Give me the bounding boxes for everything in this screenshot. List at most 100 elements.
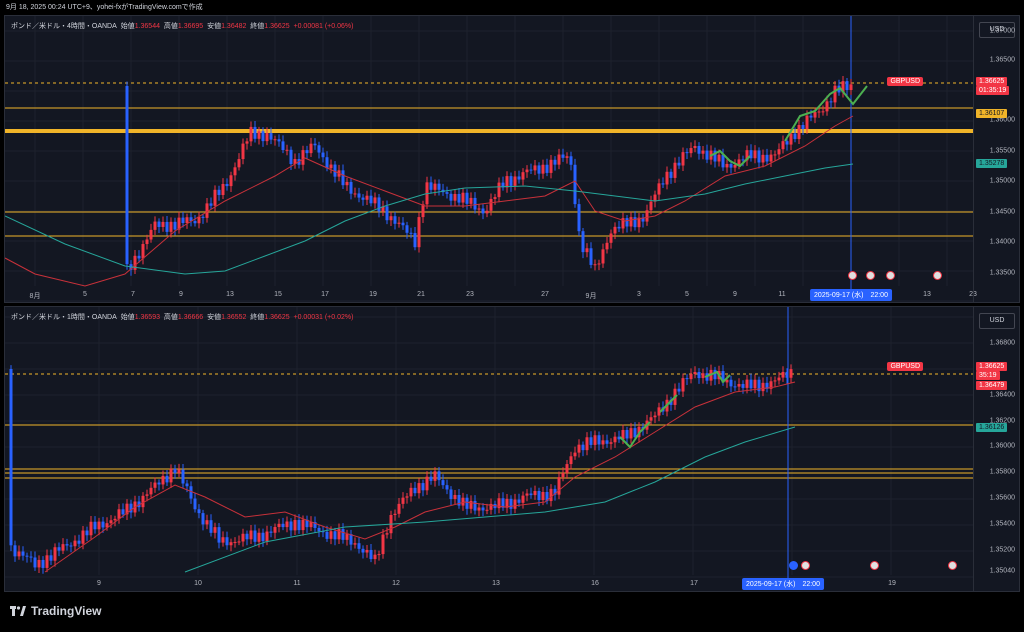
price-axis-1h[interactable]: USD 1.36800 1.36400 1.36200 1.36000 1.35… xyxy=(973,307,1019,591)
candle-body xyxy=(445,192,449,194)
candle-body xyxy=(533,490,537,496)
candle-body xyxy=(109,520,113,524)
candle-body xyxy=(461,497,465,506)
chart-pane-4h[interactable]: ポンド／米ドル・4時間・OANDA 始値1.36544 高値1.36695 安値… xyxy=(4,15,1020,303)
candle-body xyxy=(277,139,281,142)
candle-body xyxy=(649,417,653,421)
candle-body xyxy=(729,379,733,387)
symbol-badge: GBPUSD xyxy=(887,362,923,371)
candle-body xyxy=(717,154,721,162)
candle-body xyxy=(253,126,257,139)
candle-body xyxy=(721,371,725,383)
candle-body xyxy=(457,494,461,506)
candle-body xyxy=(549,488,553,502)
lightning-icon[interactable] xyxy=(789,561,798,570)
candle-body xyxy=(793,133,797,139)
candle-body xyxy=(193,498,197,510)
candle-body xyxy=(149,229,153,240)
price-axis-4h[interactable]: USD 1.37000 1.36500 1.36000 1.35500 1.35… xyxy=(973,16,1019,302)
candle-body xyxy=(81,530,85,544)
event-flag-icon[interactable] xyxy=(933,271,942,280)
candle-body xyxy=(617,226,621,229)
candle-body xyxy=(581,231,585,253)
currency-button[interactable]: USD xyxy=(979,22,1015,38)
candle-body xyxy=(761,154,765,163)
candle-body xyxy=(585,248,589,253)
candle-body xyxy=(409,487,413,497)
candle-body xyxy=(233,541,237,543)
candle-body xyxy=(305,150,309,154)
candle-body xyxy=(433,183,437,190)
candle-body xyxy=(809,115,813,118)
candle-body xyxy=(693,372,697,375)
event-flag-icon[interactable] xyxy=(848,271,857,280)
candle-body xyxy=(349,181,353,194)
candle-body xyxy=(665,171,669,185)
chart-pane-1h[interactable]: ポンド／米ドル・1時間・OANDA 始値1.36593 高値1.36666 安値… xyxy=(4,306,1020,592)
candle-body xyxy=(505,498,509,508)
event-flag-icon[interactable] xyxy=(948,561,957,570)
currency-button[interactable]: USD xyxy=(979,313,1015,329)
candle-body xyxy=(353,543,357,545)
x-label: 19 xyxy=(888,580,896,587)
candle-body xyxy=(629,217,633,227)
event-flag-icon[interactable] xyxy=(801,561,810,570)
candle-body xyxy=(541,164,545,174)
candle-body xyxy=(433,471,437,481)
candle-body xyxy=(201,513,205,525)
candle-body xyxy=(485,210,489,214)
candle-body xyxy=(329,164,333,169)
candle-body xyxy=(557,154,561,165)
event-flag-icon[interactable] xyxy=(870,561,879,570)
candle-body xyxy=(505,176,509,188)
candle-body xyxy=(713,150,717,162)
candle-body xyxy=(497,182,501,198)
candle-body xyxy=(245,533,249,540)
price-tick: 1.34500 xyxy=(989,208,1015,216)
price-tick: 1.35800 xyxy=(989,468,1015,476)
candle-body xyxy=(389,216,393,221)
candle-body xyxy=(573,164,577,205)
close-value: 1.36625 xyxy=(264,23,290,30)
candle-body xyxy=(457,193,461,203)
candle-body xyxy=(701,150,705,154)
plot-area-4h[interactable]: ポンド／米ドル・4時間・OANDA 始値1.36544 高値1.36695 安値… xyxy=(5,16,977,302)
event-flag-icon[interactable] xyxy=(886,271,895,280)
candle-body xyxy=(725,163,729,168)
candle-body xyxy=(469,500,473,509)
candle-body xyxy=(361,197,365,200)
x-label: 11 xyxy=(293,580,301,587)
candle-body xyxy=(217,527,221,543)
candle-body xyxy=(413,487,417,494)
high-value: 1.36695 xyxy=(177,23,204,30)
candle-body xyxy=(601,249,605,264)
candle-body xyxy=(269,531,273,533)
x-label: 3 xyxy=(637,291,641,298)
candle-body xyxy=(289,521,293,531)
signal-line-green xyxy=(784,85,868,142)
signal-line-green xyxy=(619,421,651,449)
candle-body xyxy=(673,162,677,178)
candle-body xyxy=(609,233,613,243)
candle-body xyxy=(489,198,493,211)
candle-body xyxy=(585,437,589,451)
open-label: 始値 xyxy=(120,314,135,321)
candle-body xyxy=(293,520,297,531)
candle-body xyxy=(353,193,357,195)
plot-area-1h[interactable]: ポンド／米ドル・1時間・OANDA 始値1.36593 高値1.36666 安値… xyxy=(5,307,973,591)
price-tick: 1.36400 xyxy=(989,391,1015,399)
event-flag-icon[interactable] xyxy=(866,271,875,280)
candle-body xyxy=(577,204,581,232)
level-tag: 1.36107 xyxy=(976,109,1008,118)
candle-body xyxy=(797,125,801,139)
x-label: 10 xyxy=(194,580,202,587)
ma-line-teal xyxy=(5,163,854,275)
candle-body xyxy=(569,456,573,465)
candle-body xyxy=(345,534,349,540)
candle-body xyxy=(817,111,821,113)
candle-body xyxy=(513,176,517,186)
candle-body xyxy=(149,487,153,495)
candle-body xyxy=(333,164,337,177)
candle-body xyxy=(381,206,385,212)
candle-body xyxy=(313,143,317,146)
